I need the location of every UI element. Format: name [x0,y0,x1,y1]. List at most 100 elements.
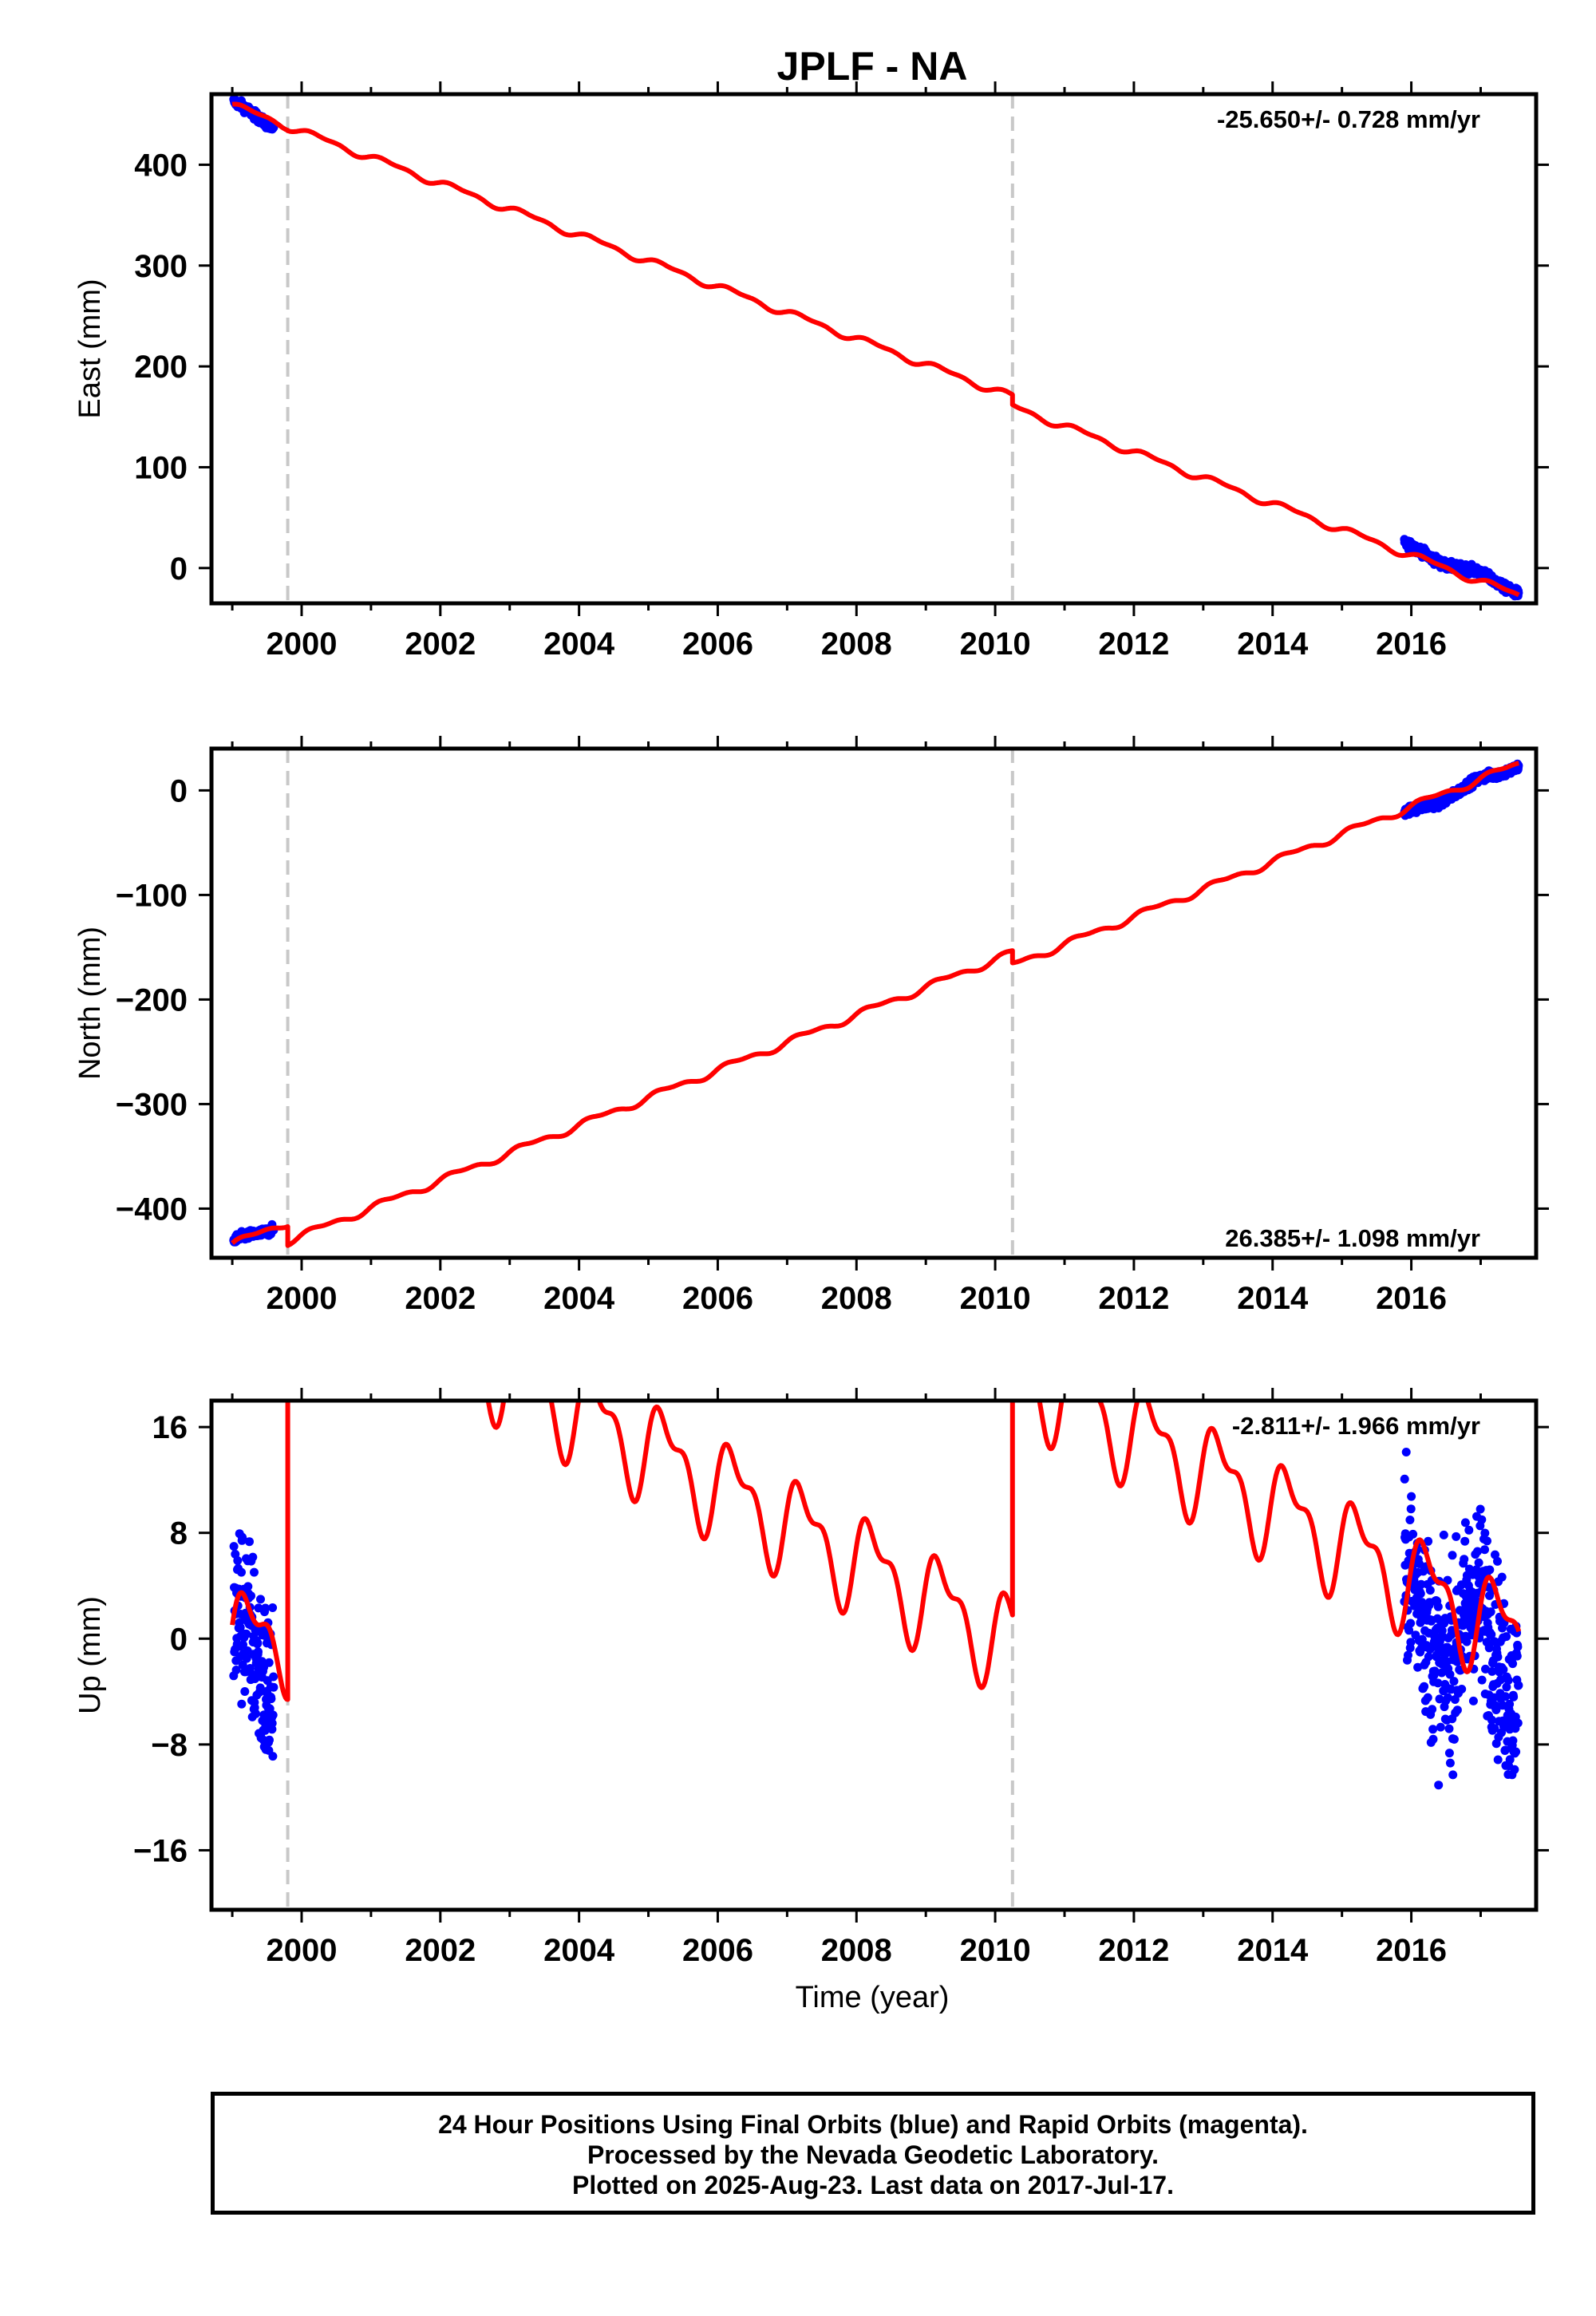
x-tick-label: 2004 [543,1281,615,1316]
x-tick-label: 2010 [960,1281,1031,1316]
panel-up: 2000 2002 2004 2006 2008 2010 2012 2014 2016 −16 −… [73,1388,1549,1968]
data-point [261,1603,270,1613]
data-point [1424,1536,1433,1546]
data-point [1481,1664,1490,1674]
data-point [1424,1652,1433,1662]
data-point [1514,1681,1523,1690]
x-tick-label: 2006 [682,626,753,662]
y-tick-label: −100 [116,878,188,913]
x-tick-label: 2002 [405,1933,476,1968]
data-point [229,1542,239,1551]
x-tick-label: 2000 [266,1281,337,1316]
x-tick-label: 2002 [405,626,476,662]
data-point [1489,1693,1499,1702]
data-point [1425,1586,1435,1595]
chart-title: JPLF - NA [777,44,968,89]
data-point [1401,1448,1411,1456]
data-point [251,1709,260,1718]
plot-frame [209,1398,1539,1912]
data-point [237,1699,247,1709]
data-point [256,1595,265,1604]
data-point [1400,1474,1409,1484]
data-point [1512,1651,1522,1661]
data-point [1480,1528,1490,1538]
data-point [1490,1724,1499,1733]
data-point [1498,1701,1507,1710]
y-tick-label: 16 [152,1410,188,1445]
y-axis-label: Up (mm) [73,1596,107,1714]
data-point [1464,1525,1474,1535]
x-tick-label: 2012 [1098,1281,1169,1316]
data-point [267,1718,277,1728]
data-point [268,1603,278,1612]
data-point [1497,1572,1507,1582]
data-point [269,1682,279,1692]
x-tick-label: 2014 [1237,626,1309,662]
data-point [1445,1758,1455,1768]
data-point [1416,1579,1426,1589]
data-point [1413,1662,1423,1672]
x-tick-label: 2006 [682,1933,753,1968]
data-point [268,1752,278,1761]
data-point [1477,1675,1487,1685]
data-point [1493,1755,1503,1765]
data-point [1449,1677,1459,1686]
caption-line-1: 24 Hour Positions Using Final Orbits (bl… [438,2110,1308,2139]
data-point [1503,1676,1513,1685]
x-tick-label: 2008 [821,1281,892,1316]
data-point [247,1591,255,1601]
x-tick-label: 2004 [543,1933,615,1968]
data-point [1509,1692,1519,1701]
data-point [242,1629,251,1638]
data-point [1473,1547,1482,1556]
data-point [1407,1492,1416,1501]
data-point [1448,1770,1458,1780]
data-point [1472,1565,1481,1575]
y-axis-label: East (mm) [73,279,107,418]
y-tick-label: 400 [134,148,188,183]
data-point [1491,1705,1501,1714]
data-point [245,1537,254,1547]
data-point [1513,1642,1523,1652]
caption-line-3: Plotted on 2025-Aug-23. Last data on 201… [572,2171,1174,2199]
data-point [1433,1602,1443,1611]
data-point [1493,1652,1503,1662]
x-tick-label: 2008 [821,1933,892,1968]
data-point [1433,1678,1443,1688]
data-point [235,1622,245,1632]
data-point [1477,1515,1487,1524]
x-tick-label: 2000 [266,1933,337,1968]
data-point [1404,1626,1414,1635]
data-point [1468,1696,1478,1705]
data-point [1480,1545,1489,1555]
data-point [1452,1705,1462,1715]
data-point [1452,1531,1461,1541]
data-point [1428,1725,1438,1734]
data-point [1460,1555,1469,1564]
data-point [264,1658,274,1667]
y-axis-label: North (mm) [73,927,107,1080]
data-point [1493,1556,1502,1566]
data-point [1505,1755,1515,1765]
y-tick-label: 100 [134,450,188,485]
data-point [1502,1632,1511,1642]
plot-frame [209,746,1539,1260]
data-point [1505,1699,1515,1709]
rate-annotation: -25.650+/- 0.728 mm/yr [1217,105,1480,133]
y-tick-label: −8 [151,1728,188,1763]
data-point [265,1735,274,1745]
data-point [1420,1682,1429,1691]
data-point [268,1710,278,1720]
data-point [1508,1659,1518,1669]
data-point [250,1567,259,1577]
data-point [1513,1718,1523,1728]
data-point [1485,1565,1495,1575]
data-point [1511,1747,1521,1757]
panel-north: 2000 2002 2004 2006 2008 2010 2012 2014 2016 −400… [73,736,1549,1316]
x-tick-label: 2012 [1098,1933,1169,1968]
data-point [1483,1536,1491,1546]
x-tick-label: 2000 [266,626,337,662]
data-point [1476,1504,1485,1514]
data-point [1444,1724,1454,1733]
data-point [233,1556,243,1565]
